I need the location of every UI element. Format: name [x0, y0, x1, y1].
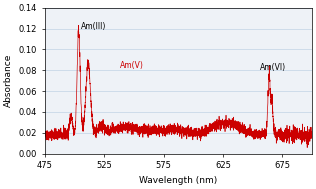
- Text: Am(V): Am(V): [120, 61, 143, 70]
- Text: Am(VI): Am(VI): [260, 63, 286, 72]
- Text: Am(III): Am(III): [81, 22, 106, 31]
- X-axis label: Wavelength (nm): Wavelength (nm): [139, 176, 217, 185]
- Y-axis label: Absorbance: Absorbance: [4, 54, 13, 107]
